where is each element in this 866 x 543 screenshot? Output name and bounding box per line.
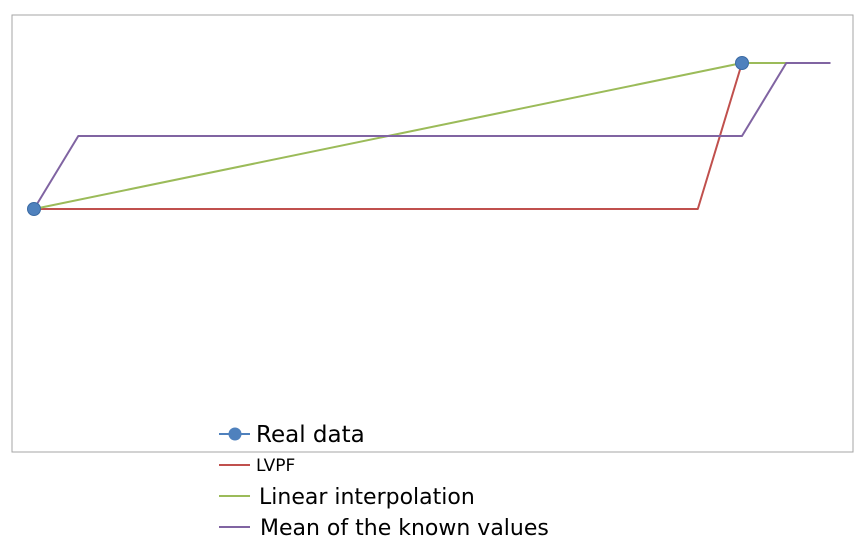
legend-marker-real-data bbox=[228, 427, 242, 441]
plot-area-border bbox=[11, 14, 854, 453]
legend-label-real-data: Real data bbox=[256, 422, 365, 448]
real-data-point-0 bbox=[27, 202, 41, 216]
legend-label-lvpf: LVPF bbox=[256, 456, 295, 476]
legend: Real data LVPF Linear interpolation Mean of… bbox=[219, 422, 549, 541]
marker-layer bbox=[27, 56, 749, 216]
legend-label-linear-interpolation: Linear interpolation bbox=[259, 485, 475, 510]
legend-label-mean-of-the-known-values: Mean of the known values bbox=[260, 516, 549, 541]
series-line-mean-of-the-known-values bbox=[33, 62, 831, 210]
real-data-point-1 bbox=[735, 56, 749, 70]
